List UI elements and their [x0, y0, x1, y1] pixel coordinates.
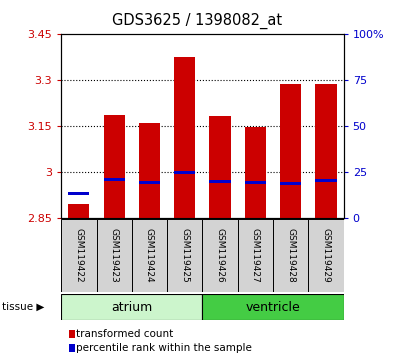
Text: GSM119429: GSM119429 [322, 228, 331, 283]
Bar [103, 115, 125, 218]
Text: GSM119423: GSM119423 [110, 228, 118, 283]
Text: atrium: atrium [111, 301, 152, 314]
Text: GSM119427: GSM119427 [251, 228, 260, 283]
Bar [273, 219, 308, 292]
Bar [61, 294, 202, 320]
Bar [174, 171, 196, 174]
Bar [103, 178, 125, 181]
Text: tissue ▶: tissue ▶ [2, 302, 44, 312]
Text: GSM119424: GSM119424 [145, 228, 154, 283]
Bar [280, 84, 301, 218]
Text: GSM119425: GSM119425 [180, 228, 189, 283]
Bar [139, 122, 160, 218]
Bar [315, 179, 337, 182]
Bar [174, 57, 196, 218]
Bar [209, 116, 231, 218]
Bar [245, 181, 266, 184]
Bar [68, 192, 89, 195]
Text: percentile rank within the sample: percentile rank within the sample [76, 343, 252, 353]
Bar [139, 181, 160, 184]
Bar [209, 180, 231, 183]
Text: ventricle: ventricle [246, 301, 301, 314]
Bar [245, 127, 266, 218]
Bar [202, 219, 238, 292]
Bar [96, 219, 132, 292]
Bar [202, 294, 344, 320]
Text: GDS3625 / 1398082_at: GDS3625 / 1398082_at [113, 12, 282, 29]
Text: GSM119428: GSM119428 [286, 228, 295, 283]
Bar [280, 182, 301, 184]
Bar [61, 219, 96, 292]
Text: transformed count: transformed count [76, 329, 173, 339]
Bar [132, 219, 167, 292]
Bar [308, 219, 344, 292]
Text: GSM119422: GSM119422 [74, 228, 83, 283]
Bar [315, 84, 337, 218]
Bar [238, 219, 273, 292]
Text: GSM119426: GSM119426 [216, 228, 225, 283]
Bar [167, 219, 202, 292]
Bar [68, 204, 89, 218]
